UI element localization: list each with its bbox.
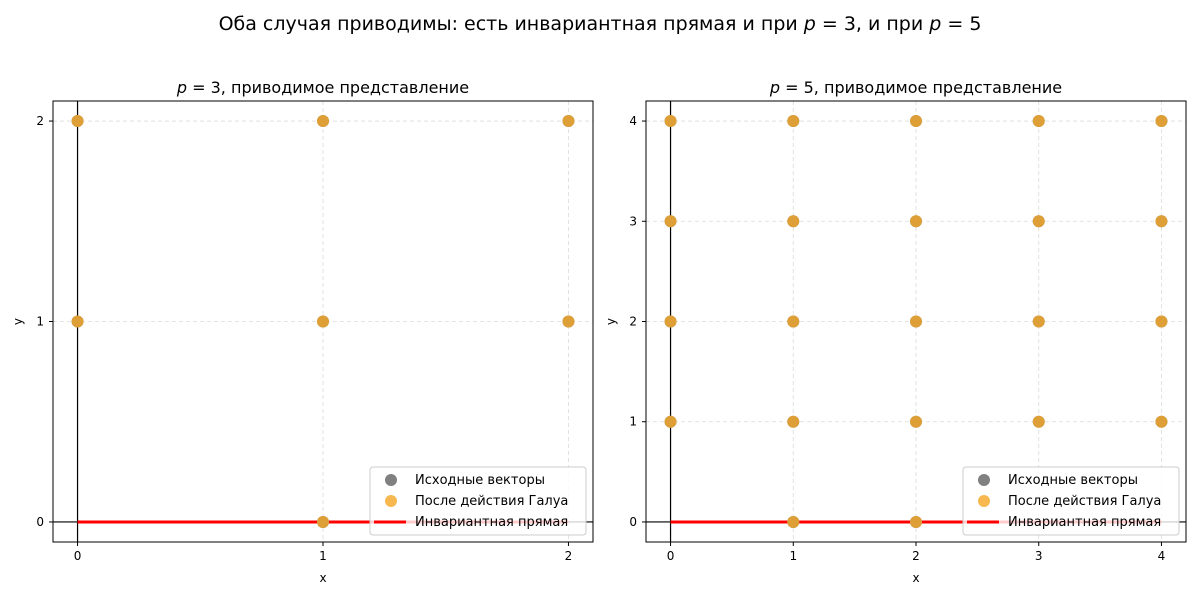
galois-image-point xyxy=(664,215,677,228)
galois-image-point xyxy=(910,415,922,428)
galois-image-point xyxy=(787,115,800,128)
legend-box xyxy=(962,466,1180,536)
galois-image-point xyxy=(1155,215,1168,228)
x-tick-label: 4 xyxy=(1158,549,1166,563)
y-tick-label: 2 xyxy=(36,114,44,128)
x-tick-label: 2 xyxy=(565,549,573,563)
x-tick-label: 1 xyxy=(789,549,797,563)
legend-label: Инвариантная прямая xyxy=(415,515,568,530)
y-tick-label: 1 xyxy=(36,315,44,329)
galois-image-point xyxy=(664,415,677,428)
galois-image-point xyxy=(910,315,922,328)
x-axis-label: x xyxy=(912,571,919,585)
x-tick-label: 2 xyxy=(912,549,920,563)
y-tick-label: 4 xyxy=(629,114,637,128)
panel-title: p = 5, приводимое представление xyxy=(769,78,1062,97)
y-tick-label: 1 xyxy=(629,415,637,429)
galois-image-point xyxy=(71,115,84,128)
galois-image-point xyxy=(317,115,329,128)
legend-marker-original xyxy=(978,474,990,486)
x-tick-label: 0 xyxy=(74,549,82,563)
galois-image-point xyxy=(562,315,575,328)
legend-marker-galois xyxy=(385,495,397,507)
galois-image-point xyxy=(910,515,922,528)
galois-image-point xyxy=(664,315,677,328)
y-tick-label: 3 xyxy=(629,214,637,228)
galois-image-point xyxy=(317,515,329,528)
legend-box xyxy=(369,466,587,536)
galois-image-point xyxy=(787,315,800,328)
galois-image-point xyxy=(1032,115,1045,128)
y-axis-label: y xyxy=(604,318,618,325)
x-tick-label: 3 xyxy=(1035,549,1043,563)
galois-image-point xyxy=(71,315,84,328)
x-tick-label: 0 xyxy=(667,549,675,563)
x-tick-label: 1 xyxy=(319,549,327,563)
galois-image-point xyxy=(910,215,922,228)
galois-image-point xyxy=(1032,415,1045,428)
galois-image-point xyxy=(562,115,575,128)
legend-label: Инвариантная прямая xyxy=(1008,515,1161,530)
y-tick-label: 0 xyxy=(36,515,44,529)
legend-label: Исходные векторы xyxy=(415,473,545,488)
legend-label: После действия Галуа xyxy=(415,494,568,509)
galois-image-point xyxy=(910,115,922,128)
legend-marker-original xyxy=(385,474,397,486)
galois-image-point xyxy=(1155,115,1168,128)
panel-p5: p = 5, приводимое представление 0 1 2 3 4 0 1 2 3… xyxy=(604,78,1187,585)
galois-image-point xyxy=(1155,415,1168,428)
figure-suptitle: Оба случая приводимы: есть инвариантная … xyxy=(219,13,982,35)
legend-marker-galois xyxy=(978,495,990,507)
y-tick-label: 2 xyxy=(629,315,637,329)
galois-image-point xyxy=(787,215,800,228)
galois-image-point xyxy=(1032,315,1045,328)
galois-image-point xyxy=(787,515,800,528)
galois-image-point xyxy=(664,115,677,128)
galois-image-point xyxy=(1032,215,1045,228)
panel-title: p = 3, приводимое представление xyxy=(176,78,469,97)
legend-label: Исходные векторы xyxy=(1008,473,1138,488)
galois-image-point xyxy=(1155,315,1168,328)
galois-image-point xyxy=(317,315,329,328)
y-tick-label: 0 xyxy=(629,515,637,529)
legend-label: После действия Галуа xyxy=(1008,494,1161,509)
panel-p3: p = 3, приводимое представление 0 1 2 0 1 2 x y И… xyxy=(11,78,594,585)
x-axis-label: x xyxy=(319,571,326,585)
galois-image-point xyxy=(787,415,800,428)
y-axis-label: y xyxy=(11,318,25,325)
